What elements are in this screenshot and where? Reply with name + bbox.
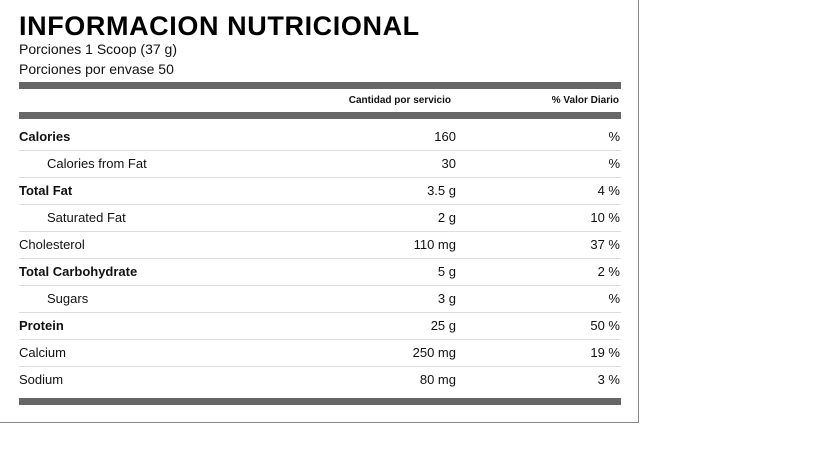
nutrient-table: Calories 160% Calories from Fat 30% Total … [19,124,621,393]
column-header: Cantidad por servicio [348,95,451,106]
nutrient: Sodium [19,372,64,387]
amount: 160 [434,129,456,144]
nutrient: Calories [19,129,71,144]
row: Saturated Fat 2 g 10 % [19,205,621,232]
daily-value: 3 % [597,372,620,387]
daily-value: 4 % [597,183,620,198]
amount: 80 mg [419,372,456,387]
column-header: % Valor Diario [551,95,619,106]
divider-bar [19,398,621,405]
amount: 250 mg [412,345,456,360]
daily-value: 50 % [590,318,620,333]
amount: 110 mg [413,237,456,252]
row: Calcium 250 mg 19 % [19,340,621,367]
nutrient: Saturated Fat [47,210,126,225]
amount: 25 g [430,318,456,333]
daily-value: 10 % [590,210,620,225]
nutrient: Calories from Fat [47,156,147,171]
title: INFORMACION NUTRICIONAL [19,11,420,41]
row: Sugars 3 g% [19,286,621,313]
row: Calories 160% [19,124,621,151]
divider-bar [19,82,621,89]
label-box: INFORMACION NUTRICIONAL Porciones 1 Scoo… [0,0,639,423]
serving-size: Porciones 1 Scoop (37 g) [19,41,177,57]
nutrient: Calcium [19,345,66,360]
row: Total Fat 3.5 g 4 % [19,178,621,205]
daily-value: % [608,291,620,306]
daily-value: 2 % [597,264,620,279]
row: Protein 25 g 50 % [19,313,621,340]
amount: 3 g [437,291,456,306]
daily-value: 37 % [590,237,620,252]
nutrient: Cholesterol [19,237,85,252]
row: Calories from Fat 30% [19,151,621,178]
divider-bar [19,112,621,119]
amount: 5 g [437,264,456,279]
daily-value: 19 % [590,345,620,360]
row: Cholesterol 110 mg 37 % [19,232,621,259]
daily-value: % [608,129,620,144]
nutrient: Total Carbohydrate [19,264,138,279]
servings-per-container: Porciones por envase 50 [19,61,174,77]
row: Total Carbohydrate 5 g 2 % [19,259,621,286]
amount: 2 g [437,210,456,225]
amount: 30 [441,156,456,171]
nutrient: Protein [19,318,64,333]
daily-value: % [608,156,620,171]
nutrient: Total Fat [19,183,73,198]
amount: 3.5 g [427,183,456,198]
row: Sodium 80 mg 3 % [19,367,621,393]
nutrient: Sugars [47,291,89,306]
